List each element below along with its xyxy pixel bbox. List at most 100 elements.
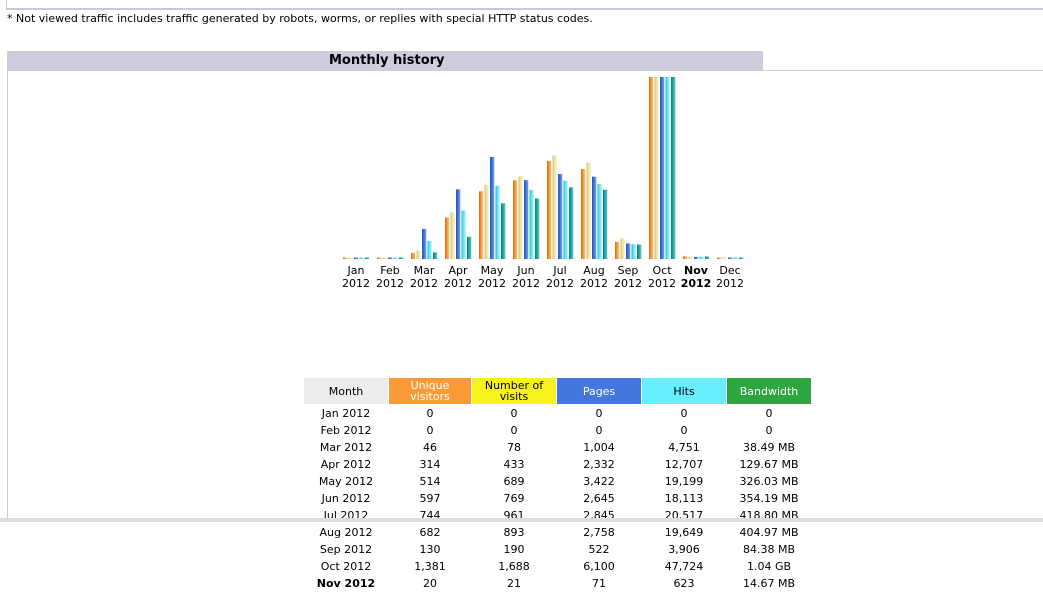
bar-bandwidth-aug bbox=[603, 189, 608, 259]
cell-bandwidth: 84.38 MB bbox=[742, 542, 796, 556]
table-row: Apr 2012 314 433 2,332 12,707 129.67 MB bbox=[304, 456, 811, 472]
cell-bandwidth: 129.67 MB bbox=[739, 457, 799, 471]
bar-hits-dec bbox=[733, 257, 738, 259]
bar-pages-dec bbox=[728, 257, 733, 259]
bar-visits-aug bbox=[586, 162, 591, 259]
cell-visits: 190 bbox=[503, 542, 525, 556]
bar-visits-apr bbox=[450, 212, 455, 259]
bar-unique-nov bbox=[683, 256, 688, 259]
bar-unique-jun bbox=[513, 180, 518, 259]
bar-visits-oct bbox=[654, 77, 659, 259]
cell-hits: 3,906 bbox=[668, 542, 700, 556]
cell-hits: 18,113 bbox=[664, 491, 704, 505]
cell-visits: 433 bbox=[503, 457, 525, 471]
bar-unique-apr bbox=[445, 217, 450, 259]
year-label: 2012 bbox=[512, 277, 540, 290]
bar-visits-sep bbox=[620, 238, 625, 259]
table-row: Feb 2012 0 0 0 0 0 bbox=[304, 422, 811, 438]
bar-hits-mar bbox=[427, 240, 432, 259]
month-label: Nov bbox=[684, 264, 709, 277]
bar-pages-aug bbox=[592, 176, 597, 259]
bar-visits-nov bbox=[688, 256, 693, 259]
month-label: Aug bbox=[583, 264, 604, 277]
monthly-history-title-bar: Monthly history bbox=[7, 51, 763, 70]
bar-unique-mar bbox=[411, 252, 416, 259]
bar-unique-oct bbox=[649, 77, 654, 259]
bar-visits-jun bbox=[518, 176, 523, 259]
cell-month: May 2012 bbox=[318, 474, 374, 488]
table-row: Jan 2012 0 0 0 0 0 bbox=[304, 405, 811, 421]
cell-bandwidth: 14.67 MB bbox=[742, 576, 796, 590]
bar-pages-oct bbox=[660, 77, 665, 259]
cell-pages: 0 bbox=[595, 406, 603, 420]
header-bandwidth: Bandwidth bbox=[727, 378, 811, 404]
cell-pages: 3,422 bbox=[583, 474, 615, 488]
cell-month: Feb 2012 bbox=[320, 423, 372, 437]
bar-hits-feb bbox=[393, 257, 398, 259]
header-number-of-visits: Number of visits bbox=[472, 378, 556, 404]
cell-pages: 71 bbox=[592, 576, 606, 590]
cell-pages: 1,004 bbox=[583, 440, 615, 454]
bar-pages-jul bbox=[558, 174, 563, 259]
month-label: May bbox=[481, 264, 504, 277]
cell-visits: 0 bbox=[510, 406, 518, 420]
header-month: Month bbox=[304, 378, 388, 404]
bar-bandwidth-jan bbox=[365, 257, 370, 259]
bar-visits-may bbox=[484, 184, 489, 259]
bar-bandwidth-apr bbox=[467, 236, 472, 259]
bar-unique-feb bbox=[377, 257, 382, 259]
cell-unique: 1,381 bbox=[414, 559, 446, 573]
year-label: 2012 bbox=[342, 277, 370, 290]
month-label: Dec bbox=[719, 264, 740, 277]
monthly-history-table: Month Unique visitors Number of visits P… bbox=[303, 377, 812, 592]
monthly-history-panel: Jan 2012 Feb 2012 Mar 2012 Apr 2012 May 2012 Jun 20… bbox=[7, 70, 1043, 590]
cell-bandwidth: 354.19 MB bbox=[739, 491, 799, 505]
cell-pages: 2,645 bbox=[583, 491, 615, 505]
cell-unique: 130 bbox=[419, 542, 441, 556]
year-label: 2012 bbox=[716, 277, 744, 290]
cell-bandwidth: 0 bbox=[765, 423, 773, 437]
bar-hits-jan bbox=[359, 257, 364, 259]
bar-bandwidth-may bbox=[501, 203, 506, 259]
cell-bandwidth: 38.49 MB bbox=[742, 440, 796, 454]
bar-visits-mar bbox=[416, 250, 421, 259]
table-row: Aug 2012 682 893 2,758 19,649 404.97 MB bbox=[304, 524, 811, 540]
cell-month: Jun 2012 bbox=[321, 491, 371, 505]
bar-pages-may bbox=[490, 156, 495, 259]
cell-hits: 47,724 bbox=[664, 559, 704, 573]
year-label: 2012 bbox=[648, 277, 676, 290]
cell-hits: 0 bbox=[680, 423, 688, 437]
cell-month: Jan 2012 bbox=[321, 406, 371, 420]
cell-month: Sep 2012 bbox=[319, 542, 373, 556]
month-label: Apr bbox=[448, 264, 468, 277]
year-label: 2012 bbox=[546, 277, 574, 290]
previous-section-frame bbox=[6, 0, 1043, 10]
bar-pages-feb bbox=[388, 257, 393, 259]
bar-visits-dec bbox=[722, 257, 727, 259]
header-unique-visitors: Unique visitors bbox=[389, 378, 471, 404]
table-header-row: Month Unique visitors Number of visits P… bbox=[304, 378, 811, 404]
bar-unique-aug bbox=[581, 169, 586, 259]
table-row: Nov 2012 20 21 71 623 14.67 MB bbox=[304, 575, 811, 591]
bar-bandwidth-oct bbox=[671, 77, 676, 259]
cell-unique: 682 bbox=[419, 525, 441, 539]
cell-unique: 46 bbox=[423, 440, 437, 454]
bar-bandwidth-sep bbox=[637, 244, 642, 259]
bottom-scroll-edge bbox=[0, 518, 1043, 522]
month-label: Jun bbox=[516, 264, 534, 277]
cell-pages: 6,100 bbox=[583, 559, 615, 573]
table-row: Oct 2012 1,381 1,688 6,100 47,724 1.04 GB bbox=[304, 558, 811, 574]
cell-month: Apr 2012 bbox=[320, 457, 372, 471]
bar-unique-jan bbox=[343, 257, 348, 259]
year-label: 2012 bbox=[580, 277, 608, 290]
bar-pages-nov bbox=[694, 256, 699, 259]
cell-bandwidth: 0 bbox=[765, 406, 773, 420]
bar-unique-sep bbox=[615, 241, 620, 259]
bar-hits-apr bbox=[461, 210, 466, 259]
monthly-history-chart: Jan2012Feb2012Mar2012Apr2012May2012Jun20… bbox=[342, 77, 744, 290]
bar-bandwidth-nov bbox=[705, 256, 710, 259]
cell-hits: 19,199 bbox=[664, 474, 704, 488]
table-body: Jan 2012 0 0 0 0 0 Feb 2012 0 0 0 0 0 Mar 2012 46 78 1,… bbox=[304, 405, 811, 591]
cell-month: Aug 2012 bbox=[319, 525, 373, 539]
cell-unique: 20 bbox=[423, 576, 437, 590]
